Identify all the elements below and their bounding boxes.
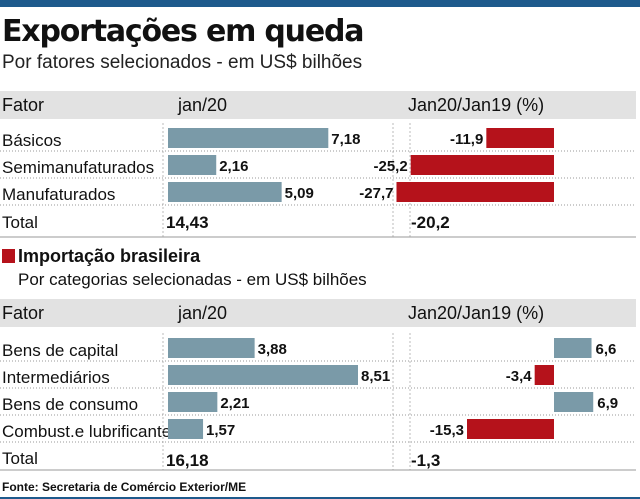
chart-subtitle: Por fatores selecionados - em US$ bilhõe…	[2, 52, 363, 73]
import-value-bar	[168, 365, 358, 385]
import-title: Importação brasileira	[18, 246, 201, 266]
import-value-label: 2,21	[220, 395, 249, 412]
import-change-bar	[554, 338, 592, 358]
import-value-bar	[168, 338, 255, 358]
import-value-label: 8,51	[361, 368, 390, 385]
import-total-value: 16,18	[166, 451, 209, 470]
import-total-label: Total	[2, 449, 38, 468]
export-change-bar	[410, 155, 554, 175]
import-change-label: 6,6	[596, 341, 617, 358]
chart-title: Exportações em queda	[2, 14, 365, 49]
export-row-label: Semimanufaturados	[2, 158, 155, 177]
export-change-label: -25,2	[374, 158, 408, 175]
import-change-label: 6,9	[597, 395, 618, 412]
export-change-bar	[486, 128, 554, 148]
import-row-label: Intermediários	[2, 368, 110, 387]
export-col-fator: Fator	[2, 95, 45, 115]
import-legend-square	[2, 249, 15, 263]
export-value-label: 7,18	[331, 131, 360, 148]
export-total-value: 14,43	[166, 213, 209, 232]
export-row-label: Básicos	[2, 131, 62, 150]
import-header-bar	[0, 299, 636, 327]
export-change-label: -11,9	[450, 131, 483, 148]
export-total-change: -20,2	[411, 213, 450, 232]
export-value-bar	[168, 128, 329, 148]
import-subtitle: Por categorias selecionadas - em US$ bil…	[18, 270, 367, 289]
import-row-label: Combust.e lubrificantes	[2, 422, 180, 441]
source-note: Fonte: Secretaria de Comércio Exterior/M…	[2, 480, 247, 494]
export-change-bar	[396, 182, 554, 202]
import-value-bar	[168, 419, 204, 439]
import-col-value: jan/20	[178, 303, 228, 323]
top-accent-bar	[0, 0, 640, 7]
import-change-bar	[534, 365, 554, 385]
export-change-label: -27,7	[359, 185, 393, 202]
import-col-change: Jan20/Jan19 (%)	[408, 303, 545, 323]
import-row-label: Bens de capital	[2, 341, 119, 360]
import-value-bar	[168, 392, 218, 412]
export-header-bar	[0, 91, 636, 119]
export-total-label: Total	[2, 213, 38, 232]
export-value-bar	[168, 182, 282, 202]
bottom-accent-bar	[0, 497, 640, 499]
import-col-fator: Fator	[2, 303, 45, 323]
import-change-label: -15,3	[430, 422, 464, 439]
export-row-label: Manufaturados	[2, 185, 116, 204]
export-value-label: 5,09	[285, 185, 314, 202]
import-row-label: Bens de consumo	[2, 395, 139, 414]
export-value-bar	[168, 155, 217, 175]
export-col-value: jan/20	[178, 95, 228, 115]
import-change-bar	[554, 392, 594, 412]
import-value-label: 3,88	[258, 341, 287, 358]
import-total-change: -1,3	[411, 451, 441, 470]
export-value-label: 2,16	[219, 158, 248, 175]
import-change-bar	[467, 419, 554, 439]
import-value-label: 1,57	[206, 422, 235, 439]
import-change-label: -3,4	[506, 368, 533, 385]
export-col-change: Jan20/Jan19 (%)	[408, 95, 545, 115]
